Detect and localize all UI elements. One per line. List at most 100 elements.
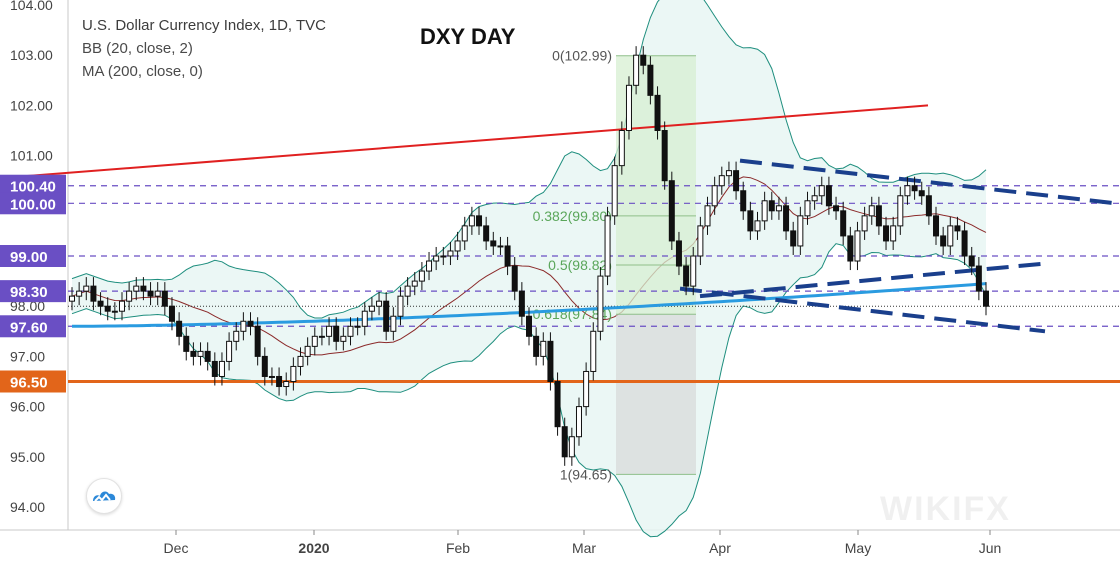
level-label-box	[0, 245, 66, 267]
candle-body	[947, 225, 954, 247]
candle-body	[190, 350, 197, 357]
candle-body	[740, 190, 747, 212]
candle-body	[426, 260, 433, 272]
candle-body	[590, 330, 597, 372]
candle-body	[754, 220, 761, 232]
candle-body	[254, 325, 261, 357]
candle-body	[504, 245, 511, 267]
candle-body	[575, 406, 582, 438]
candle-body	[711, 185, 718, 207]
candle-body	[804, 200, 811, 217]
candle-body	[611, 165, 618, 217]
candle-body	[540, 340, 547, 357]
channel-lower-line	[679, 286, 1046, 334]
candle-body	[461, 225, 468, 242]
candle-body	[361, 310, 368, 327]
watermark: WIKIFX	[880, 490, 1011, 528]
candle-body	[168, 305, 175, 322]
candle-body	[661, 130, 668, 182]
legend-symbol: U.S. Dollar Currency Index, 1D, TVC	[82, 17, 326, 34]
level-label-text: 99.00	[10, 249, 48, 266]
candle-body	[890, 225, 897, 242]
candle-body	[704, 205, 711, 227]
level-label-text: 97.60	[10, 319, 48, 336]
candle-body	[897, 195, 904, 227]
candle-body	[633, 54, 640, 86]
candle-body	[176, 320, 183, 337]
candle-body	[390, 315, 397, 332]
y-tick-label: 97.00	[10, 348, 45, 364]
level-label-text: 100.00	[10, 196, 56, 213]
candle-body	[290, 365, 297, 383]
level-label-box	[0, 280, 66, 303]
candle-body	[261, 355, 268, 377]
candle-body	[368, 305, 375, 312]
candle-body	[547, 340, 554, 382]
candle-body	[397, 295, 404, 317]
level-label-text: 96.50	[10, 375, 48, 392]
candle-body	[933, 215, 940, 237]
y-tick-label: 101.00	[10, 148, 53, 164]
y-tick-label: 94.00	[10, 499, 45, 515]
candle-body	[161, 290, 168, 307]
candle-body	[283, 381, 290, 388]
candle-body	[297, 355, 304, 367]
red-trendline	[0, 104, 929, 180]
candle-body	[725, 170, 732, 177]
channel-inner-line	[699, 261, 1046, 299]
candle-body	[483, 225, 490, 242]
candle-body	[76, 290, 83, 297]
level-label-text: 98.30	[10, 284, 48, 301]
candle-body	[940, 235, 947, 247]
fib-level-label: 0(102.99)	[552, 48, 612, 64]
candle-body	[854, 230, 861, 262]
candle-body	[925, 195, 932, 217]
chart-legend: U.S. Dollar Currency Index, 1D, TVC BB (…	[82, 14, 326, 83]
fib-level-label: 0.5(98.82)	[548, 257, 612, 273]
candle-body	[975, 265, 982, 292]
x-tick-label: Apr	[709, 540, 731, 556]
y-tick-label: 96.00	[10, 399, 45, 415]
candle-body	[411, 280, 418, 287]
candle-body	[583, 370, 590, 408]
candle-body	[625, 84, 632, 131]
candle-body	[847, 235, 854, 262]
candle-body	[347, 325, 354, 337]
candle-body	[83, 285, 90, 292]
candle-body	[440, 255, 447, 258]
candle-body	[783, 205, 790, 232]
candle-body	[311, 335, 318, 347]
candle-body	[468, 215, 475, 227]
candle-body	[833, 205, 840, 212]
candle-body	[683, 265, 690, 287]
candle-body	[433, 255, 440, 262]
bollinger-band-fill	[72, 0, 986, 537]
candle-body	[840, 210, 847, 237]
level-label-box	[0, 370, 66, 393]
candle-body	[747, 210, 754, 232]
level-label-box	[0, 174, 66, 197]
tradingview-logo-icon[interactable]	[86, 478, 122, 514]
x-tick-label: May	[845, 540, 871, 556]
candle-body	[561, 426, 568, 458]
fib-zone-grey	[616, 314, 696, 475]
candle-body	[197, 350, 204, 357]
candle-body	[675, 240, 682, 267]
candle-body	[247, 320, 254, 327]
candle-body	[133, 285, 140, 292]
legend-bb: BB (20, close, 2)	[82, 40, 193, 57]
candle-body	[304, 345, 311, 357]
candle-body	[604, 215, 611, 277]
candle-body	[668, 180, 675, 242]
candle-body	[825, 185, 832, 207]
candle-body	[654, 94, 661, 131]
candle-body	[954, 225, 961, 232]
candle-body	[526, 315, 532, 337]
candle-body	[104, 305, 111, 312]
candle-body	[618, 130, 625, 167]
candle-body	[697, 225, 704, 257]
fib-level-label: 1(94.65)	[560, 466, 612, 482]
y-tick-label: 98.00	[10, 298, 45, 314]
fib-level-label: 0.382(99.80)	[533, 208, 612, 224]
